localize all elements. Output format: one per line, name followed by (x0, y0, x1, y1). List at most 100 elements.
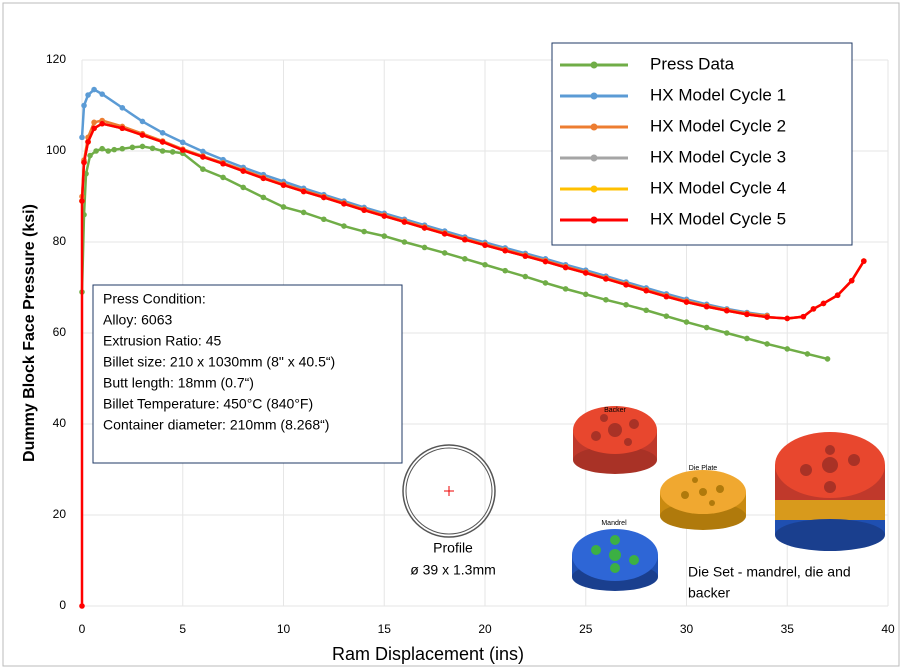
point (724, 330, 730, 336)
die-set-label: Die Set - mandrel, die and (688, 564, 851, 580)
point (643, 307, 649, 314)
series-line (80, 122, 865, 606)
point (582, 270, 589, 276)
x-tick-label: 30 (680, 622, 694, 636)
point (603, 296, 609, 303)
point (663, 313, 670, 319)
die-plate-part (660, 470, 746, 530)
point (834, 292, 841, 299)
point (220, 160, 226, 167)
point (240, 168, 246, 174)
point (861, 258, 867, 264)
point (81, 102, 87, 109)
point (260, 194, 267, 201)
point (159, 130, 166, 136)
x-tick-label: 25 (579, 622, 593, 636)
condition-line: Billet Temperature: 450°C (840°F) (103, 396, 313, 412)
part-label: Mandrel (601, 520, 627, 527)
legend-label: HX Model Cycle 1 (650, 85, 786, 104)
x-axis-title: Ram Displacement (ins) (332, 644, 524, 664)
point (119, 125, 126, 132)
point (744, 335, 750, 342)
x-tick-label: 15 (378, 622, 392, 636)
x-tick-label: 10 (277, 622, 291, 636)
point (421, 225, 428, 231)
point (139, 132, 146, 138)
point (623, 281, 629, 288)
point (361, 207, 367, 213)
point (169, 149, 176, 155)
point (149, 145, 156, 152)
point (361, 228, 367, 235)
part-label: Die Plate (689, 465, 718, 472)
point (462, 256, 468, 262)
point (280, 204, 287, 210)
point (381, 213, 388, 219)
point (820, 300, 827, 307)
point (79, 603, 85, 609)
y-tick-label: 0 (59, 598, 66, 612)
y-axis-title: Dummy Block Face Pressure (ksi) (21, 204, 38, 462)
point (341, 200, 347, 207)
legend-marker (590, 123, 598, 131)
point (91, 125, 97, 132)
point (321, 194, 327, 201)
point (139, 143, 146, 150)
point (441, 250, 448, 256)
y-tick-label: 20 (53, 507, 67, 521)
point (683, 299, 690, 305)
legend-marker (590, 216, 598, 224)
point (522, 273, 529, 280)
legend-label: HX Model Cycle 4 (650, 178, 786, 197)
point (85, 139, 91, 145)
point (824, 356, 831, 362)
legend-label: HX Model Cycle 2 (650, 116, 786, 135)
point (105, 148, 111, 154)
point (784, 315, 791, 322)
legend-marker (590, 61, 598, 69)
point (81, 159, 87, 166)
point (200, 154, 206, 160)
die-set-label: backer (688, 585, 730, 601)
profile-label: Profile (433, 540, 473, 556)
point (341, 223, 347, 229)
point (260, 175, 267, 182)
point (85, 92, 91, 98)
point (421, 244, 428, 251)
point (643, 287, 649, 294)
point (381, 233, 388, 239)
x-tick-label: 35 (781, 622, 795, 636)
point (603, 276, 609, 282)
point (441, 231, 448, 237)
backer-part (573, 406, 657, 474)
point (200, 166, 206, 172)
point (200, 148, 206, 155)
point (784, 346, 791, 352)
point (300, 188, 307, 195)
condition-line: Butt length: 18mm (0.7“) (103, 375, 254, 391)
point (764, 314, 770, 320)
condition-line: Billet size: 210 x 1030mm (8" x 40.5“) (103, 354, 335, 370)
point (179, 139, 186, 146)
legend-marker (590, 185, 598, 193)
y-tick-label: 120 (46, 52, 66, 66)
conditions-box (92, 284, 403, 464)
x-tick-label: 40 (881, 622, 895, 636)
point (99, 145, 105, 152)
condition-line: Press Condition: (103, 291, 206, 307)
point (804, 351, 811, 357)
point (91, 119, 97, 126)
legend-marker (590, 154, 598, 162)
series-line (80, 88, 768, 317)
point (401, 219, 408, 225)
point (703, 324, 710, 331)
point (562, 286, 569, 292)
point (119, 104, 126, 111)
legend-box (551, 42, 853, 246)
y-tick-label: 40 (53, 416, 67, 430)
point (848, 277, 855, 284)
point (99, 120, 105, 127)
point (703, 303, 710, 310)
point (810, 306, 817, 312)
profile-drawing (402, 444, 496, 538)
